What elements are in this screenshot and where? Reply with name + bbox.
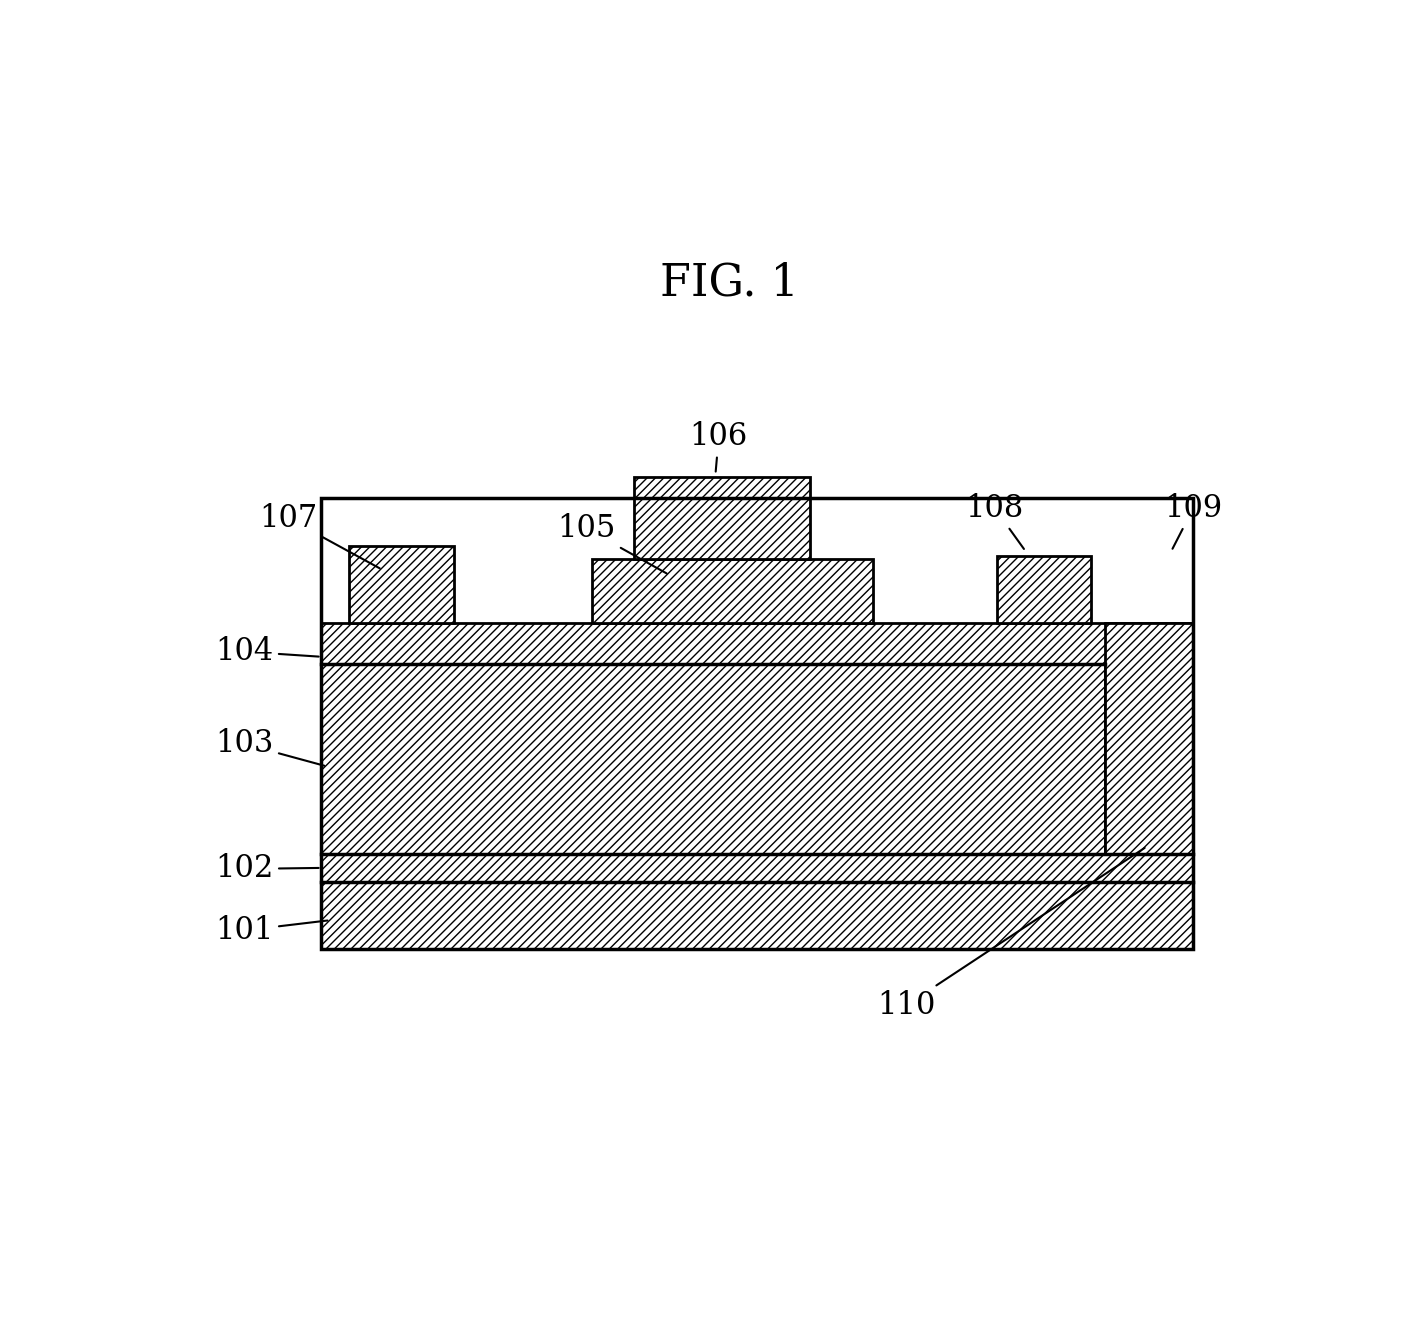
Text: 106: 106: [689, 421, 748, 471]
Text: 109: 109: [1165, 492, 1222, 548]
Text: 105: 105: [557, 514, 666, 574]
Bar: [997, 556, 1091, 623]
Bar: [634, 478, 810, 559]
Bar: [322, 623, 1193, 664]
Bar: [1105, 623, 1193, 853]
Text: 101: 101: [215, 914, 328, 946]
Text: 103: 103: [215, 728, 325, 765]
Bar: [322, 853, 1193, 882]
Bar: [322, 498, 1193, 949]
Bar: [349, 546, 454, 623]
Text: 104: 104: [215, 636, 319, 667]
Text: 107: 107: [259, 503, 380, 568]
Bar: [592, 559, 873, 623]
Text: 108: 108: [965, 492, 1024, 548]
Bar: [322, 664, 1105, 853]
Text: FIG. 1: FIG. 1: [661, 261, 799, 305]
Text: 110: 110: [877, 848, 1145, 1021]
Text: 102: 102: [215, 853, 319, 884]
Bar: [322, 882, 1193, 949]
